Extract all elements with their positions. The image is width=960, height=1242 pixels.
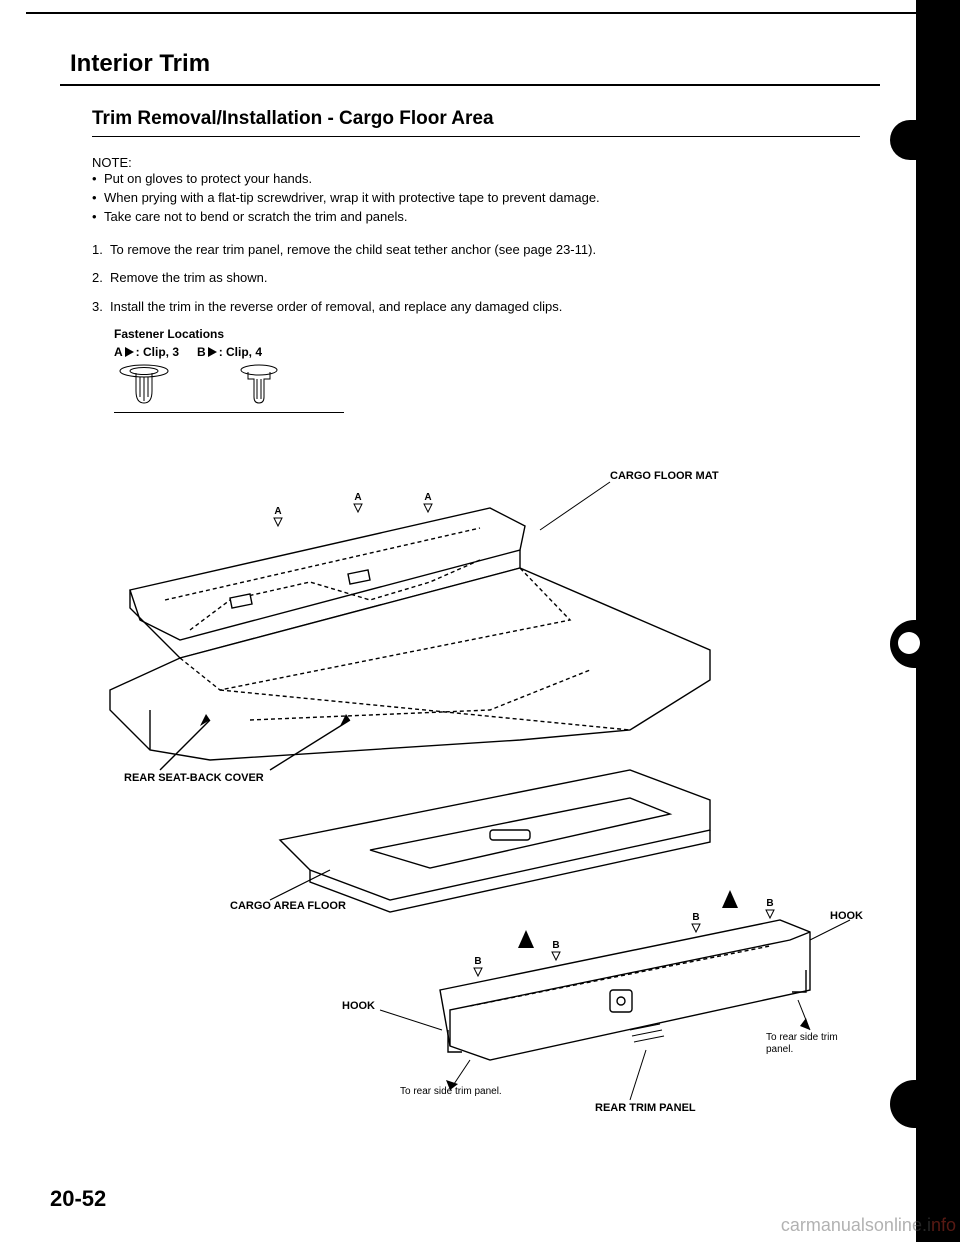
label-cargo-area-floor: CARGO AREA FLOOR [230,900,346,913]
fastener-b: B: Clip, 4 [197,345,262,359]
svg-text:A: A [354,492,361,503]
fastener-legend: A: Clip, 3 B: Clip, 4 [114,345,860,359]
svg-text:B: B [692,912,699,923]
binder-tab-middle [890,620,960,668]
binder-tab-top [890,120,960,160]
clip-a-icon [114,363,174,410]
section-rule [60,84,880,86]
watermark: carmanualsonline.info [781,1215,956,1236]
triangle-icon [125,347,134,357]
triangle-icon [208,347,217,357]
svg-text:B: B [552,940,559,951]
clip-b-icon [234,363,284,410]
step-list: To remove the rear trim panel, remove th… [92,241,860,318]
page-content: Interior Trim Trim Removal/Installation … [70,50,860,413]
diagram-area: A A A [70,470,860,1130]
step-item: Remove the trim as shown. [92,269,860,288]
note-label: NOTE: [92,155,860,170]
clip-divider [114,412,344,413]
fastener-heading: Fastener Locations [114,327,860,341]
label-rear-seat-back-cover: REAR SEAT-BACK COVER [124,772,264,785]
label-rear-trim-panel: REAR TRIM PANEL [595,1102,696,1115]
svg-text:B: B [766,898,773,909]
svg-text:A: A [274,506,281,517]
note-list: Put on gloves to protect your hands. Whe… [92,170,860,227]
label-cargo-floor-mat: CARGO FLOOR MAT [610,470,719,483]
binder-tab-bottom [890,1080,960,1128]
step-item: To remove the rear trim panel, remove th… [92,241,860,260]
subsection-title: Trim Removal/Installation - Cargo Floor … [92,108,860,130]
exploded-diagram: A A A [70,470,860,1130]
label-to-rear-side-right: To rear side trim panel. [766,1032,856,1055]
label-hook-left: HOOK [342,1000,375,1013]
label-to-rear-side-left: To rear side trim panel. [400,1086,510,1098]
note-item: When prying with a flat-tip screwdriver,… [92,189,860,208]
note-item: Put on gloves to protect your hands. [92,170,860,189]
note-item: Take care not to bend or scratch the tri… [92,208,860,227]
page-top-border [26,12,920,14]
fastener-a: A: Clip, 3 [114,345,179,359]
step-item: Install the trim in the reverse order of… [92,298,860,317]
svg-text:A: A [424,492,431,503]
label-hook-right: HOOK [830,910,863,923]
svg-text:B: B [474,956,481,967]
page-number: 20-52 [50,1186,106,1212]
section-title: Interior Trim [70,50,860,78]
subsection-rule [92,136,860,137]
clip-icons-row [114,363,860,410]
